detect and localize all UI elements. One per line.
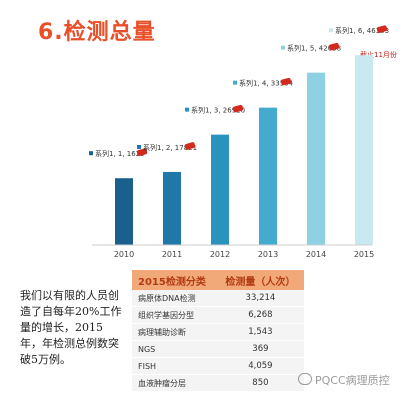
table-row: FISH 4,059 — [132, 357, 304, 375]
description-text: 我们以有限的人员创造了自每年20%工作量的增长，2015年，年检测总例数突破5万… — [20, 289, 122, 366]
table-header-count: 检测量（人次） — [216, 270, 304, 290]
data-label-2013: 系列1, 4, 33504 — [239, 79, 294, 88]
table-cell-label: 血液肿瘤分层 — [132, 374, 217, 392]
table-cell-value: 369 — [216, 340, 304, 358]
x-tick-labels-group: 2010 2011 2012 2013 2014 2015 — [114, 250, 374, 259]
red-highlight-mark — [232, 104, 244, 113]
data-label-2015: 系列1, 6, 46303 — [335, 26, 389, 35]
bar-2015 — [355, 55, 373, 245]
bar-2010 — [115, 178, 133, 245]
x-tick-2012: 2012 — [210, 250, 230, 259]
table-cell-value: 6,268 — [216, 306, 304, 324]
legend-key-marker — [233, 80, 237, 85]
data-label-2014: 系列1, 5, 42038 — [287, 44, 341, 53]
bar-2012 — [211, 134, 229, 245]
table-cell-value: 1,543 — [216, 323, 304, 341]
table-cell-value: 4,059 — [216, 357, 304, 375]
bar-2011 — [163, 171, 181, 245]
table-cell-label: FISH — [132, 357, 217, 375]
legend-key-marker — [281, 45, 285, 50]
table-header-category: 2015检测分类 — [132, 270, 217, 290]
red-highlight-mark — [136, 148, 148, 156]
table-row: NGS 369 — [132, 340, 304, 358]
table-cell-value: 33,214 — [216, 290, 304, 307]
x-tick-2011: 2011 — [162, 250, 182, 259]
legend-key-marker — [137, 144, 141, 149]
table-row: 组织学基因分型 6,268 — [132, 306, 304, 324]
table-row: 血液肿瘤分层 850 — [132, 374, 304, 392]
table-cell-value: 850 — [216, 374, 304, 392]
data-label-2011: 系列1, 2, 17821 — [143, 143, 197, 152]
red-highlight-mark — [280, 77, 292, 86]
table-cell-label: 病原体DNA检测 — [132, 290, 217, 307]
x-tick-2015: 2015 — [354, 250, 374, 259]
table-cell-label: 病理辅助诊断 — [132, 323, 217, 341]
page-title: 6.检测总量 — [38, 20, 156, 45]
x-tick-2014: 2014 — [306, 250, 326, 259]
detection-table: 2015检测分类 检测量（人次） 病原体DNA检测 33,214 组织学基因分型 6… — [132, 270, 304, 392]
red-highlight-mark — [184, 142, 196, 150]
cutoff-stamp: 截止11月份 — [360, 51, 397, 59]
bar-2013 — [259, 107, 277, 245]
legend-key-marker — [185, 107, 189, 112]
x-tick-2010: 2010 — [114, 250, 134, 259]
table-cell-label: 组织学基因分型 — [132, 306, 217, 324]
red-highlight-mark — [328, 42, 340, 51]
data-label-2010: 系列1, 1, 1629 — [95, 149, 145, 158]
table-header-row: 2015检测分类 检测量（人次） — [132, 270, 304, 290]
data-label-2012: 系列1, 3, 26920 — [191, 106, 245, 115]
bars-group — [115, 55, 373, 246]
table-row: 病原体DNA检测 33,214 — [132, 290, 304, 307]
watermark: PQCC病理质控 — [298, 372, 390, 388]
table-cell-label: NGS — [132, 340, 217, 358]
legend-key-marker — [329, 28, 333, 33]
red-highlight-mark — [376, 25, 388, 33]
watermark-text: PQCC病理质控 — [315, 374, 390, 387]
bar-2014 — [307, 72, 325, 246]
legend-key-marker — [89, 151, 93, 156]
x-tick-2013: 2013 — [258, 250, 278, 259]
wechat-icon — [298, 373, 312, 385]
table-row: 病理辅助诊断 1,543 — [132, 323, 304, 341]
